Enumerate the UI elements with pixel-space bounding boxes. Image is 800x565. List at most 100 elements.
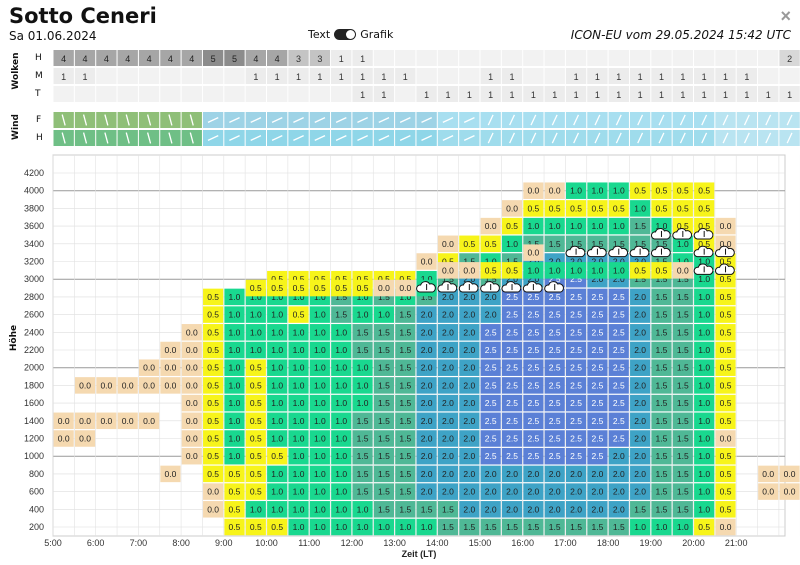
thermal-cell [523, 394, 544, 412]
thermal-cell [672, 412, 693, 430]
cloud-cell [459, 50, 480, 66]
thermal-value: 0.5 [207, 469, 219, 479]
y-tick-label: 600 [29, 487, 44, 497]
thermal-cell [352, 447, 373, 465]
wind-arrow-icon [314, 135, 326, 141]
thermal-cell [373, 465, 394, 483]
thermal-cell [395, 447, 416, 465]
thermal-value: 2.5 [549, 274, 561, 284]
thermal-value: 1.5 [399, 398, 411, 408]
thermal-value: 0.0 [186, 363, 198, 373]
thermal-value: 1.0 [527, 221, 539, 231]
thermal-value: 0.0 [79, 416, 91, 426]
thermal-value: 1.5 [656, 398, 668, 408]
thermal-cell [331, 483, 352, 500]
thermal-cell [480, 306, 501, 323]
thermal-cell [224, 412, 245, 430]
thermal-value: 1.0 [357, 363, 369, 373]
thermal-cell [630, 483, 651, 500]
thermal-value: 2.5 [485, 380, 497, 390]
thermal-value: 0.5 [378, 274, 390, 284]
cloud-value: 1 [552, 90, 557, 100]
cloud-cell [608, 86, 629, 102]
cloud-cell [651, 50, 672, 66]
thermal-value: 1.5 [677, 487, 689, 497]
thermal-value: 0.5 [207, 292, 219, 302]
thermal-cell [694, 412, 715, 430]
thermal-cell [715, 447, 736, 465]
thermal-value: 2.5 [592, 327, 604, 337]
thermal-value: 2.0 [421, 327, 433, 337]
cloud-value: 1 [360, 72, 365, 82]
thermal-cell [416, 518, 437, 536]
thermal-cell [331, 518, 352, 536]
thermal-cell [672, 306, 693, 323]
thermal-cell [523, 217, 544, 235]
thermal-cell [245, 341, 266, 359]
thermal-value: 0.5 [250, 487, 262, 497]
thermal-cell [96, 412, 117, 430]
thermal-value: 0.5 [314, 283, 326, 293]
thermal-value: 2.5 [570, 398, 582, 408]
thermal-value: 0.5 [720, 380, 732, 390]
thermal-cell [587, 341, 608, 359]
cloud-cell [736, 86, 758, 102]
thermal-value: 1.0 [506, 239, 518, 249]
cloud-value: 1 [702, 90, 707, 100]
wind-arrow-icon [271, 135, 283, 141]
thermal-cell [309, 430, 330, 447]
thermal-value: 0.5 [207, 310, 219, 320]
toggle-switch[interactable] [334, 29, 357, 40]
thermal-cell [416, 306, 437, 323]
thermal-value: 1.0 [293, 363, 305, 373]
close-icon[interactable]: × [780, 6, 791, 26]
thermal-value: 1.0 [314, 522, 326, 532]
thermal-cell [501, 288, 523, 306]
cloud-cell [138, 86, 160, 102]
thermal-value: 1.0 [335, 345, 347, 355]
thermal-value: 0.0 [79, 380, 91, 390]
thermal-value: 0.5 [720, 274, 732, 284]
thermal-value: 2.0 [570, 487, 582, 497]
thermal-value: 1.5 [613, 522, 625, 532]
wind-arrow-icon [250, 117, 262, 123]
cloud-value: 1 [381, 90, 386, 100]
thermal-cell [672, 359, 693, 376]
thermal-cell [245, 359, 266, 376]
wind-arrow-icon [168, 114, 173, 126]
thermal-cell [630, 324, 651, 341]
thermal-value: 1.0 [698, 310, 710, 320]
thermal-value: 1.5 [634, 504, 646, 514]
wind-arrow-icon [442, 135, 454, 141]
thermal-value: 2.0 [421, 398, 433, 408]
thermal-cell [694, 341, 715, 359]
wind-arrow-icon [463, 117, 475, 123]
thermal-value: 2.0 [463, 504, 475, 514]
thermal-value: 1.0 [229, 451, 241, 461]
cloud-cell [587, 50, 608, 66]
cloud-value: 4 [104, 54, 109, 64]
thermal-value: 2.5 [570, 274, 582, 284]
thermal-cell [395, 465, 416, 483]
thermal-value: 0.5 [677, 203, 689, 213]
thermal-cell [395, 359, 416, 376]
thermal-cell [203, 394, 224, 412]
thermal-value: 1.5 [421, 292, 433, 302]
thermal-value: 1.0 [293, 434, 305, 444]
thermal-value: 0.0 [186, 451, 198, 461]
cloud-cell [267, 86, 288, 102]
thermal-cell [224, 288, 245, 306]
thermal-cell [267, 324, 288, 341]
thermal-cell [245, 279, 266, 297]
thermal-cell [480, 483, 501, 500]
thermal-value: 1.5 [399, 363, 411, 373]
view-toggle[interactable]: Text Grafik [308, 28, 393, 41]
thermal-cell [544, 306, 565, 323]
thermal-value: 2.0 [463, 274, 475, 284]
thermal-value: 2.0 [549, 487, 561, 497]
thermal-value: 2.0 [421, 363, 433, 373]
thermal-cell [395, 377, 416, 394]
thermal-cell [779, 465, 800, 483]
cloud-value: 1 [574, 72, 579, 82]
thermal-value: 2.5 [527, 345, 539, 355]
